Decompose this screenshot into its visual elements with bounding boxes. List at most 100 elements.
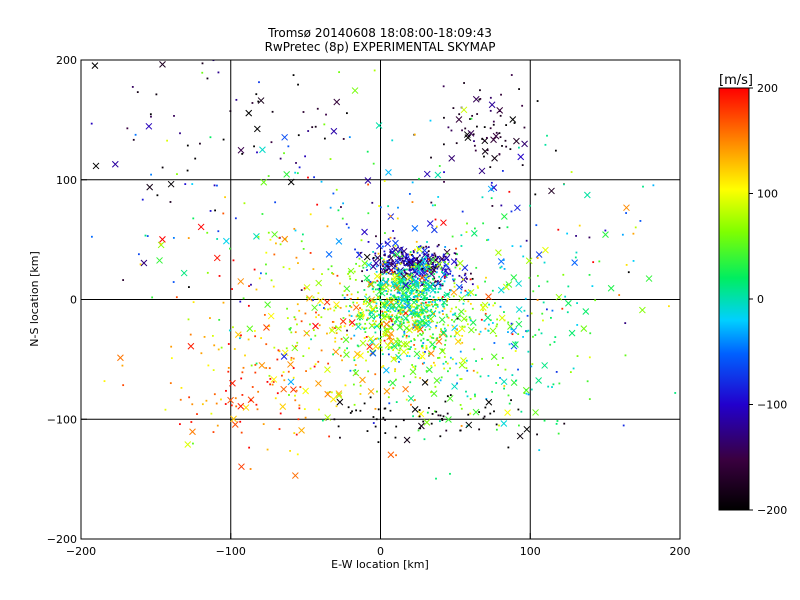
- data-point-dot: [156, 194, 159, 197]
- data-point-dot: [483, 319, 486, 322]
- data-point-dot: [268, 367, 271, 370]
- data-point-dot: [309, 323, 311, 326]
- data-point-x-marker: [246, 325, 254, 333]
- data-point-dot: [576, 302, 578, 305]
- data-point-dot: [380, 286, 383, 288]
- data-point-dot: [413, 324, 416, 326]
- data-point-dot: [146, 235, 149, 237]
- data-point-x-marker: [271, 231, 278, 238]
- data-point-dot: [386, 260, 389, 262]
- data-point-dot: [402, 322, 405, 325]
- data-point-x-marker: [498, 314, 506, 322]
- data-point-dot: [411, 201, 414, 203]
- data-point-dot: [292, 357, 295, 360]
- data-point-dot: [362, 303, 365, 305]
- data-point-dot: [414, 276, 417, 279]
- data-point-dot: [437, 291, 440, 294]
- data-point-dot: [447, 316, 450, 319]
- data-point-dot: [201, 62, 204, 65]
- data-point-dot: [421, 362, 424, 365]
- data-point-dot: [427, 317, 430, 319]
- data-point-dot: [432, 299, 434, 301]
- data-point-dot: [426, 255, 429, 257]
- data-point-x-marker: [500, 420, 508, 427]
- data-point-dot: [374, 407, 377, 410]
- data-point-dot: [435, 265, 438, 268]
- data-point-dot: [506, 284, 509, 286]
- data-point-dot: [350, 337, 353, 340]
- data-point-dot: [397, 206, 399, 209]
- data-point-dot: [293, 316, 296, 319]
- data-point-x-marker: [393, 251, 401, 258]
- data-point-dot: [390, 316, 392, 318]
- data-point-dot: [403, 262, 405, 265]
- data-point-dot: [343, 325, 346, 328]
- data-point-dot: [592, 261, 595, 264]
- data-point-dot: [339, 354, 342, 357]
- data-point-dot: [536, 100, 539, 102]
- data-point-dot: [474, 393, 476, 396]
- data-point-dot: [240, 431, 243, 434]
- data-point-dot: [323, 123, 326, 126]
- data-point-dot: [356, 301, 358, 304]
- data-point-dot: [296, 172, 299, 175]
- data-point-dot: [134, 133, 137, 136]
- data-point-x-marker: [421, 247, 428, 254]
- data-point-dot: [439, 285, 442, 288]
- data-point-dot: [442, 313, 444, 316]
- data-point-dot: [323, 137, 326, 140]
- data-point-x-marker: [325, 251, 333, 258]
- x-tick-label: −200: [66, 545, 96, 558]
- data-point-dot: [404, 345, 407, 348]
- data-point-dot: [459, 350, 462, 353]
- data-point-dot: [455, 142, 458, 145]
- data-point-dot: [260, 337, 263, 339]
- data-point-x-marker: [454, 314, 462, 322]
- data-point-dot: [126, 127, 129, 130]
- data-point-dot: [422, 332, 424, 335]
- data-point-dot: [423, 324, 426, 327]
- data-point-dot: [415, 283, 417, 286]
- data-point-dot: [353, 356, 355, 359]
- data-point-x-marker: [361, 260, 369, 267]
- data-point-x-marker: [357, 352, 364, 359]
- data-point-dot: [523, 126, 526, 129]
- data-point-x-marker: [440, 298, 448, 306]
- data-point-dot: [555, 422, 558, 425]
- data-point-dot: [521, 164, 524, 167]
- data-point-dot: [369, 396, 372, 399]
- data-point-dot: [395, 454, 397, 457]
- data-point-dot: [420, 339, 423, 342]
- data-point-dot: [314, 125, 317, 128]
- data-point-x-marker: [369, 349, 377, 357]
- data-point-dot: [525, 239, 528, 242]
- data-point-dot: [492, 304, 495, 307]
- data-point-x-marker: [368, 313, 375, 320]
- data-point-x-marker: [372, 259, 380, 267]
- data-point-dot: [441, 258, 444, 261]
- data-point-dot: [270, 141, 273, 144]
- data-point-dot: [449, 394, 452, 396]
- data-point-dot: [212, 369, 215, 371]
- data-point-dot: [399, 347, 402, 350]
- data-point-x-marker: [443, 291, 451, 299]
- data-point-dot: [391, 251, 394, 254]
- data-point-dot: [469, 412, 472, 415]
- data-point-dot: [389, 293, 392, 296]
- data-point-x-marker: [481, 148, 489, 155]
- data-point-dot: [403, 260, 406, 263]
- data-point-x-marker: [467, 326, 475, 334]
- data-point-x-marker: [387, 324, 395, 331]
- data-point-dot: [503, 387, 505, 390]
- data-point-dot: [427, 253, 430, 256]
- data-point-dot: [409, 305, 412, 307]
- data-point-x-marker: [375, 122, 383, 129]
- data-point-x-marker: [383, 320, 390, 328]
- data-point-dot: [404, 282, 407, 285]
- data-point-dot: [513, 122, 516, 124]
- data-point-x-marker: [361, 228, 368, 236]
- data-point-dot: [330, 265, 333, 268]
- data-point-dot: [366, 269, 368, 272]
- data-point-dot: [371, 323, 374, 326]
- data-point-dot: [424, 350, 426, 353]
